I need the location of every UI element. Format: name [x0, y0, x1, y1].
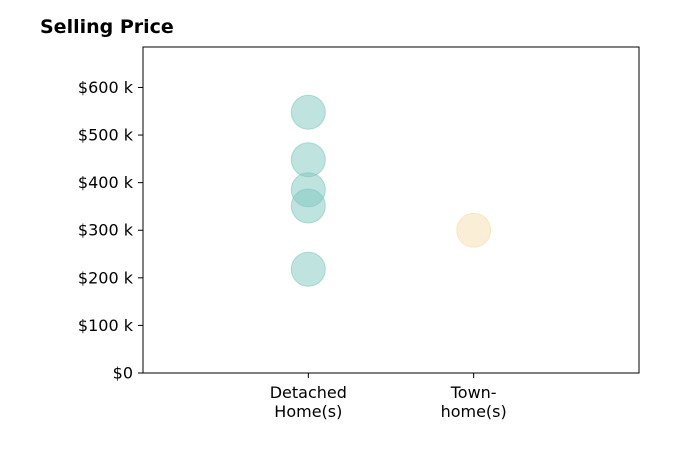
- points-layer: [290, 94, 492, 287]
- y-tick-label: $400 k: [78, 173, 134, 192]
- y-tick-label: $100 k: [78, 316, 134, 335]
- data-point: [290, 188, 326, 224]
- y-tick-label: $300 k: [78, 221, 134, 240]
- x-tick-label: Town-home(s): [441, 383, 507, 421]
- chart-title: Selling Price: [40, 16, 174, 38]
- data-point: [290, 94, 326, 130]
- x-tick-label: Detached Home(s): [270, 383, 347, 421]
- plot-frame: [142, 46, 640, 374]
- y-tick-label: $200 k: [78, 268, 134, 287]
- data-point: [290, 142, 326, 178]
- y-tick-label: $0: [113, 364, 133, 383]
- y-tick-label: $500 k: [78, 126, 134, 145]
- y-tick-label: $600 k: [78, 78, 134, 97]
- data-point: [290, 251, 326, 287]
- data-point: [456, 212, 492, 248]
- x-axis: Detached Home(s) Town-home(s): [270, 373, 507, 421]
- y-axis: $0 $100 k $200 k $300 k $400 k $500 k $600 k: [78, 78, 143, 383]
